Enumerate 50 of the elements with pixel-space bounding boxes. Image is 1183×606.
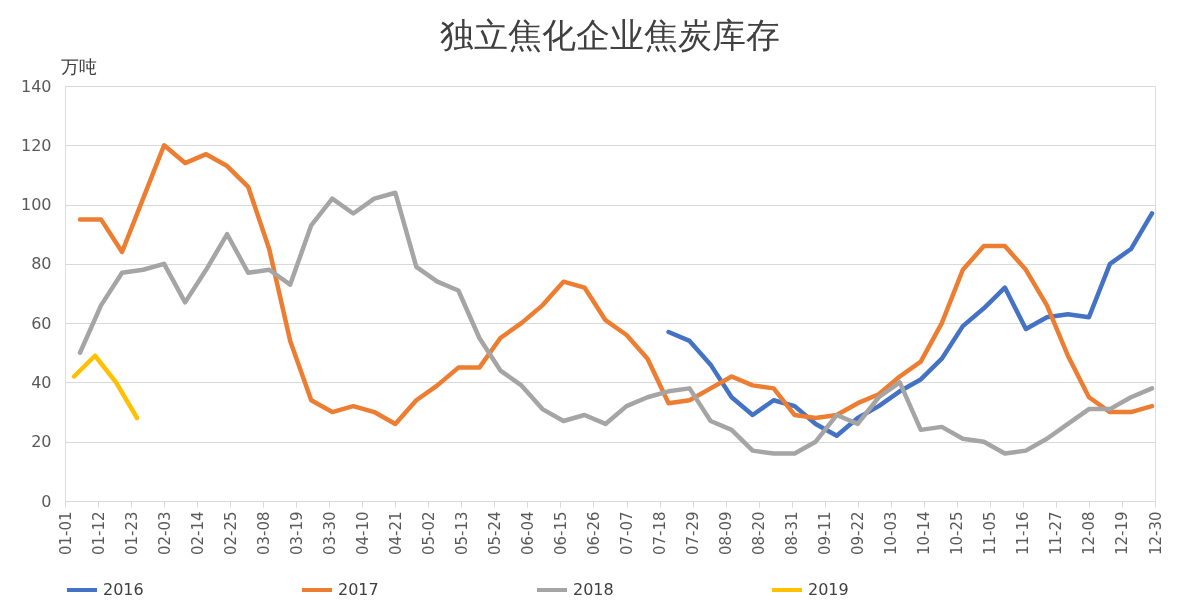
x-tick-label: 07-18	[651, 511, 670, 556]
x-tick-label: 10-25	[948, 511, 967, 556]
y-tick-label: 80	[31, 254, 52, 274]
x-tick-label: 11-05	[981, 511, 1000, 556]
x-tick-label: 06-04	[518, 511, 537, 556]
y-tick-label: 40	[31, 372, 52, 392]
y-axis-title: 万吨	[60, 55, 97, 77]
x-tick-label: 09-11	[816, 511, 835, 556]
x-tick-label: 08-31	[783, 511, 802, 556]
x-tick-label: 10-14	[915, 511, 934, 556]
line-series	[666, 211, 1155, 439]
y-tick-label: 0	[41, 491, 52, 511]
x-tick-label: 08-09	[717, 511, 736, 556]
x-tick-label: 07-29	[684, 511, 703, 556]
y-tick-label: 100	[20, 195, 52, 215]
legend-label: 2019	[808, 580, 849, 599]
x-tick-label: 12-08	[1080, 511, 1099, 556]
legend-label: 2017	[338, 580, 379, 599]
y-tick-label: 140	[20, 76, 52, 96]
y-tick-label: 20	[31, 432, 52, 452]
x-tick-label: 07-07	[618, 511, 637, 556]
x-tick-label: 03-08	[254, 511, 273, 556]
chart-title: 独立焦化企业焦炭库存	[440, 15, 780, 55]
y-tick-label: 120	[20, 135, 52, 155]
x-tick-label: 03-19	[287, 511, 306, 556]
x-tick-label: 08-20	[750, 511, 769, 556]
x-tick-label: 05-02	[419, 511, 438, 556]
x-tick-label: 12-30	[1146, 511, 1165, 556]
x-tick-label: 12-19	[1113, 511, 1132, 556]
x-tick-label: 04-10	[353, 511, 372, 556]
x-tick-label: 11-16	[1014, 511, 1033, 556]
x-tick-label: 05-24	[485, 511, 504, 556]
legend-label: 2018	[573, 580, 614, 599]
x-tick-label: 09-22	[849, 511, 868, 556]
x-tick-label: 03-30	[320, 511, 339, 556]
x-tick-label: 01-12	[89, 511, 108, 556]
x-tick-label: 06-26	[584, 511, 603, 556]
legend-label: 2016	[103, 580, 144, 599]
x-tick-label: 02-14	[188, 511, 207, 556]
x-tick-label: 01-23	[122, 511, 141, 556]
x-tick-label: 02-25	[221, 511, 240, 556]
line-series	[71, 353, 140, 421]
x-tick-label: 02-03	[155, 511, 174, 556]
x-tick-label: 11-27	[1047, 511, 1066, 556]
x-tick-label: 05-13	[452, 511, 471, 556]
x-tick-label: 01-01	[56, 511, 75, 556]
x-tick-label: 06-15	[551, 511, 570, 556]
x-tick-label: 10-03	[882, 511, 901, 556]
x-tick-label: 04-21	[386, 511, 405, 556]
y-tick-label: 60	[31, 313, 52, 333]
